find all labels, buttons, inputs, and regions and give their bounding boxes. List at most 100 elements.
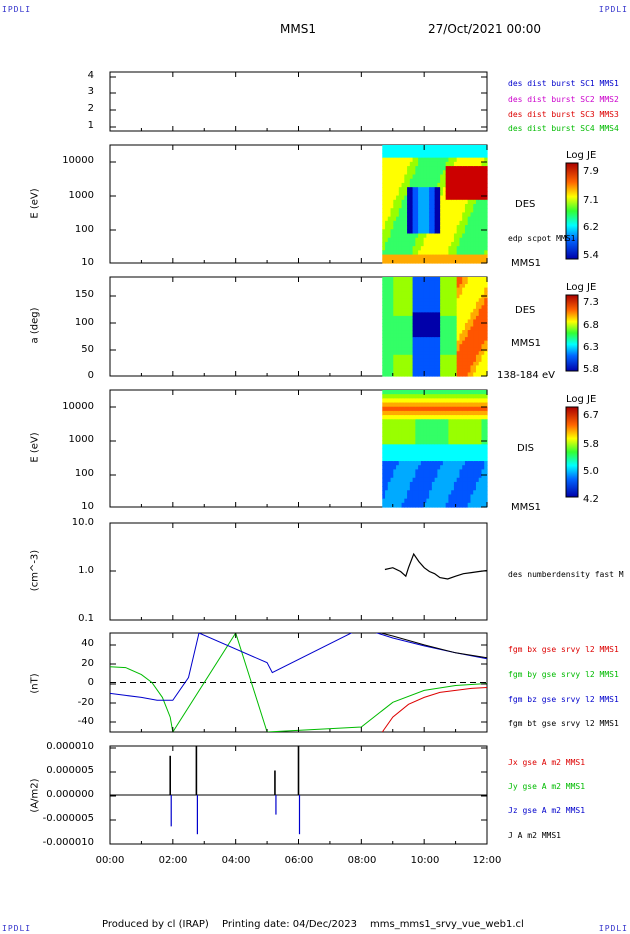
des-energy-cell	[467, 229, 472, 235]
des-energy-cell	[418, 149, 422, 155]
des-pitch-cell	[404, 354, 408, 359]
des-energy-cell	[459, 258, 463, 264]
des-energy-cell	[484, 199, 488, 205]
p4-cbar-tick: 5.0	[583, 466, 599, 477]
des-pitch-cell	[387, 298, 392, 303]
des-energy-cell	[429, 178, 433, 184]
des-energy-cell	[415, 258, 419, 264]
des-pitch-cell	[440, 298, 444, 303]
dis-energy-cell	[467, 402, 472, 408]
des-pitch-cell	[393, 319, 397, 324]
dis-energy-cell	[445, 423, 450, 429]
des-energy-cell	[445, 199, 450, 205]
des-pitch-cell	[393, 322, 397, 328]
des-pitch-cell	[382, 358, 386, 363]
corner-label-bottom-left: IPDLI	[2, 924, 32, 933]
des-energy-cell	[445, 149, 450, 155]
des-energy-cell	[423, 241, 427, 247]
des-pitch-cell	[481, 326, 485, 331]
des-energy-cell	[382, 195, 386, 201]
des-energy-cell	[409, 170, 414, 176]
des-energy-cell	[451, 182, 455, 188]
dis-energy-cell	[382, 465, 386, 470]
des-energy-cell	[429, 254, 433, 260]
des-pitch-cell	[429, 284, 433, 289]
colorbar	[565, 294, 579, 372]
des-pitch-cell	[431, 294, 436, 299]
des-pitch-cell	[442, 298, 447, 303]
des-energy-cell	[459, 191, 463, 197]
des-energy-cell	[470, 220, 474, 226]
des-energy-cell	[464, 145, 469, 150]
dis-energy-cell	[423, 398, 427, 404]
des-energy-cell	[426, 229, 430, 235]
dis-energy-cell	[456, 440, 461, 445]
dis-energy-cell	[387, 390, 392, 395]
dis-energy-cell	[420, 402, 425, 408]
des-pitch-cell	[398, 330, 403, 335]
dis-energy-cell	[431, 477, 436, 483]
des-pitch-cell	[393, 365, 397, 370]
dis-energy-cell	[396, 440, 400, 445]
des-energy-cell	[481, 204, 485, 209]
dis-energy-cell	[442, 490, 447, 496]
des-energy-cell	[418, 178, 422, 184]
dis-energy-cell	[478, 427, 483, 433]
dis-energy-cell	[423, 423, 427, 429]
dis-energy-cell	[451, 502, 455, 508]
des-pitch-cell	[470, 365, 474, 370]
des-energy-cell	[475, 204, 480, 209]
des-energy-cell	[475, 178, 480, 184]
des-energy-cell	[409, 258, 414, 264]
des-energy-cell	[398, 246, 403, 251]
des-energy-cell	[398, 178, 403, 184]
dis-energy-cell	[423, 452, 427, 458]
dis-energy-cell	[387, 415, 392, 420]
des-pitch-cell	[459, 301, 463, 306]
des-energy-cell	[456, 216, 461, 222]
dis-energy-cell	[467, 427, 472, 433]
des-pitch-cell	[448, 308, 452, 313]
des-energy-cell	[412, 182, 416, 188]
dis-energy-cell	[470, 419, 474, 425]
des-pitch-cell	[453, 326, 458, 331]
des-pitch-cell	[390, 301, 394, 306]
dis-energy-cell	[415, 415, 419, 420]
des-pitch-cell	[420, 280, 425, 285]
des-pitch-cell	[426, 308, 430, 313]
des-pitch-cell	[426, 333, 430, 338]
p4-ytick: 1000	[68, 434, 94, 445]
des-energy-cell	[475, 254, 480, 260]
des-energy-cell	[442, 157, 447, 163]
des-pitch-cell	[396, 337, 400, 342]
des-pitch-cell	[473, 305, 477, 310]
des-energy-cell	[442, 241, 447, 247]
dis-energy-cell	[407, 398, 411, 404]
dis-energy-cell	[445, 402, 450, 408]
des-energy-cell	[481, 199, 485, 205]
dis-energy-cell	[467, 419, 472, 425]
des-pitch-cell	[407, 284, 411, 289]
dis-energy-cell	[429, 502, 433, 508]
des-pitch-cell	[456, 294, 461, 299]
des-pitch-cell	[418, 351, 422, 356]
dis-energy-cell	[390, 390, 394, 395]
des-pitch-cell	[475, 284, 480, 289]
des-energy-cell	[396, 204, 400, 209]
des-energy-cell	[481, 174, 485, 180]
des-pitch-cell	[442, 340, 447, 345]
des-energy-cell	[462, 199, 466, 205]
des-energy-cell	[478, 208, 483, 214]
des-energy-cell	[442, 246, 447, 251]
des-pitch-cell	[453, 280, 458, 285]
dis-energy-cell	[418, 435, 422, 441]
des-energy-cell	[475, 174, 480, 180]
des-pitch-cell	[390, 337, 394, 342]
des-pitch-cell	[418, 277, 422, 282]
des-energy-cell	[407, 250, 411, 256]
dis-energy-cell	[396, 423, 400, 429]
des-pitch-cell	[462, 330, 466, 335]
des-pitch-cell	[473, 354, 477, 359]
des-pitch-cell	[442, 347, 447, 352]
dis-energy-cell	[426, 406, 430, 412]
